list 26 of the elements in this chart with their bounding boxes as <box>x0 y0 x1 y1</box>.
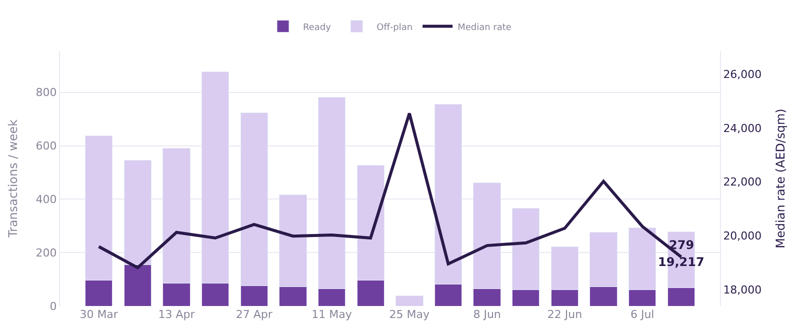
x-tick-label: 30 Mar <box>80 308 118 321</box>
bar <box>396 295 424 306</box>
y-tick-label: 400 <box>36 193 57 206</box>
y-axis-title: Transactions / week <box>6 119 20 239</box>
y2-tick-label: 22,000 <box>723 176 762 189</box>
y-tick-label: 600 <box>36 140 57 153</box>
y2-tick-label: 26,000 <box>723 68 762 81</box>
y2-tick-label: 20,000 <box>723 230 762 243</box>
y-tick-label: 200 <box>36 246 57 260</box>
y-tick-label: 800 <box>36 86 57 100</box>
x-tick-label: 11 May <box>312 308 352 321</box>
y2-tick-label: 18,000 <box>723 284 762 297</box>
x-tick-label: 13 Apr <box>158 308 196 321</box>
x-tick-label: 22 Jun <box>547 308 582 321</box>
x-tick-label: 8 Jun <box>473 308 501 321</box>
y2-tick-label: 24,000 <box>723 122 762 135</box>
legend-label: Ready <box>303 22 332 33</box>
x-tick-label: 25 May <box>389 308 430 321</box>
data-label: 19,217 <box>658 254 704 269</box>
y-tick-label: 0 <box>50 300 57 313</box>
legend-label: Off-plan <box>376 22 413 33</box>
x-tick-label: 6 Jul <box>630 308 654 321</box>
x-tick-label: 27 Apr <box>236 308 273 321</box>
legend-label: Median rate <box>458 22 512 33</box>
y2-axis-title: Median rate (AED/sqm) <box>774 108 788 248</box>
total-label: 279 <box>669 238 694 252</box>
